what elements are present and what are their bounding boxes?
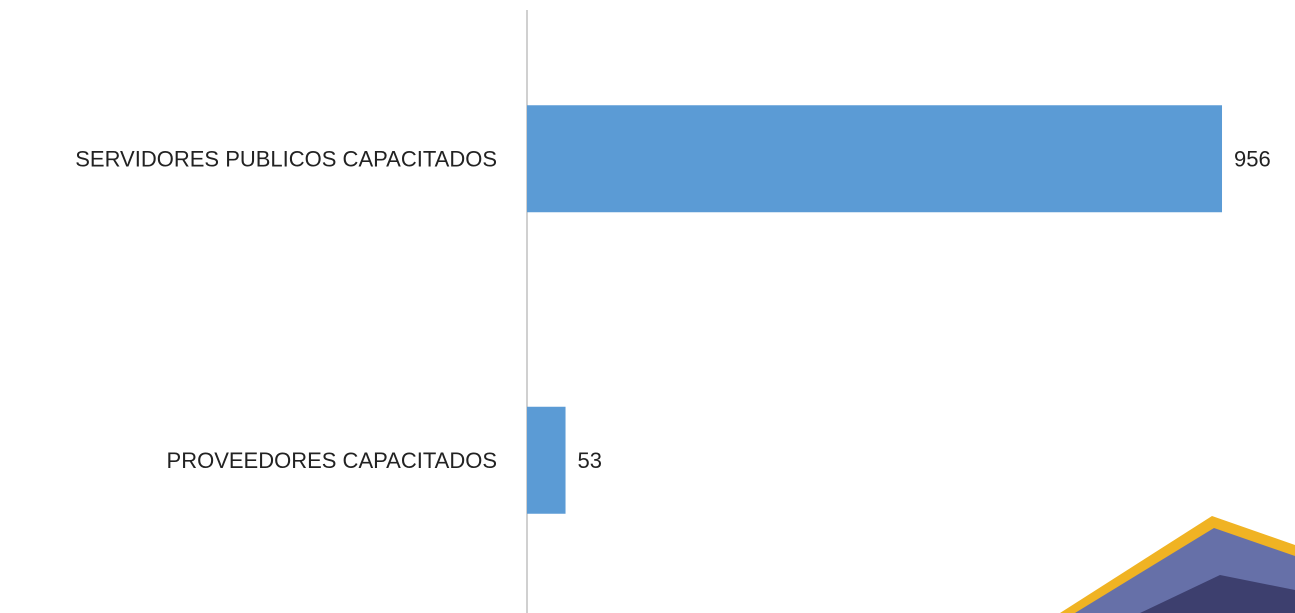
category-label: PROVEEDORES CAPACITADOS	[167, 448, 497, 473]
data-label: 53	[578, 448, 602, 473]
bar	[527, 105, 1223, 213]
data-label: 956	[1234, 147, 1271, 172]
decoration	[1060, 516, 1295, 613]
bar	[527, 406, 566, 514]
category-label: SERVIDORES PUBLICOS CAPACITADOS	[75, 147, 497, 172]
